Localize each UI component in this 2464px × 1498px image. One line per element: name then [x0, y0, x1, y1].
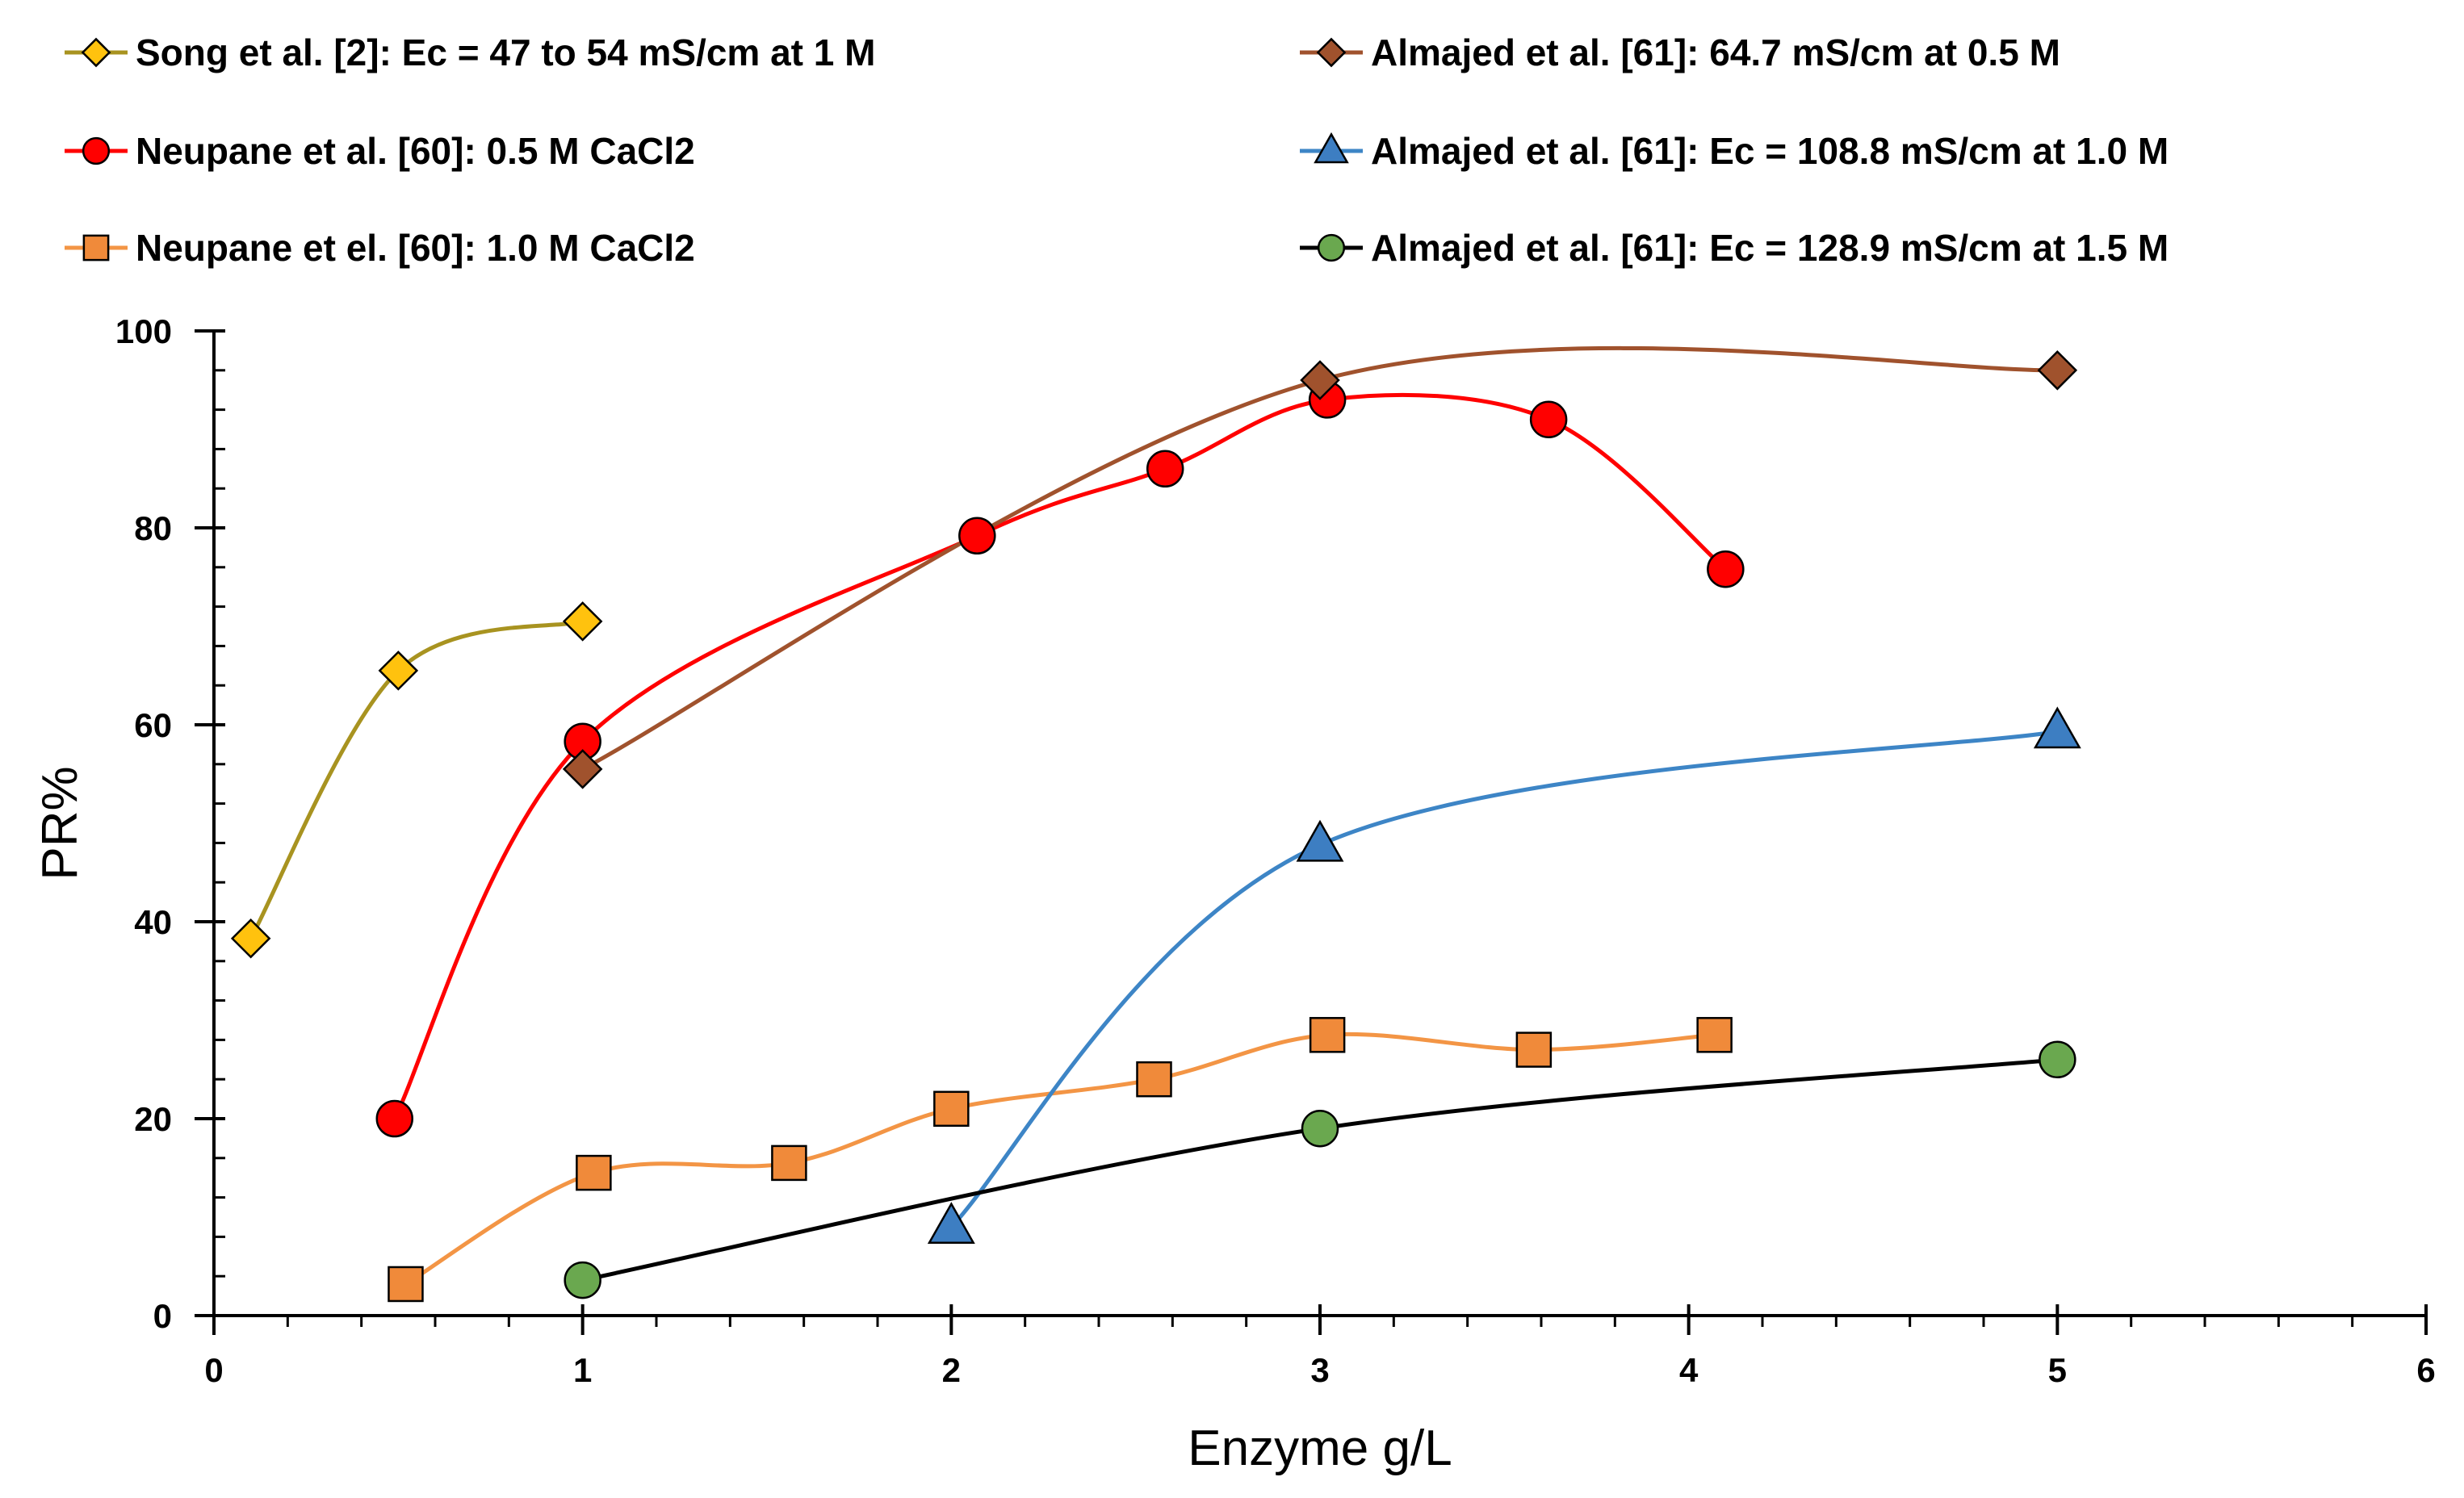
legend-item-3: Neupane et el. [60]: 1.0 M CaCl2 [65, 227, 695, 269]
legend-label: Almajed et al. [61]: 64.7 mS/cm at 0.5 M [1371, 31, 2060, 73]
x-tick-label: 0 [204, 1351, 223, 1389]
legend-marker [81, 37, 111, 68]
data-point-s3-p4 [933, 1090, 970, 1128]
y-tick-label: 40 [134, 903, 172, 941]
legend-label: Almajed et al. [61]: Ec = 108.8 mS/cm at… [1371, 130, 2169, 172]
y-axis-title: PR% [32, 766, 88, 880]
data-point-s3-p1 [388, 1266, 424, 1303]
legend-label: Neupane et al. [60]: 0.5 M CaCl2 [136, 130, 695, 172]
legend-marker [82, 136, 111, 165]
series-line-2 [392, 392, 1727, 1120]
data-point-s3-p2 [576, 1154, 612, 1191]
data-point-s5-p2 [1296, 819, 1344, 862]
x-tick-label: 3 [1310, 1351, 1329, 1389]
legend-item-5: Almajed et al. [61]: Ec = 108.8 mS/cm at… [1300, 130, 2169, 172]
data-point-s3-p8 [1696, 1017, 1733, 1053]
data-point-s4-p1 [562, 749, 603, 789]
data-point-s2-p6 [1529, 400, 1568, 439]
y-tick-label: 100 [115, 312, 172, 350]
series-line-5 [949, 730, 2058, 1228]
data-point-s6-p1 [564, 1261, 601, 1299]
data-point-s2-p1 [375, 1099, 414, 1138]
y-tick-label: 20 [134, 1100, 172, 1138]
legend-marker [82, 234, 110, 262]
legend-item-1: Song et al. [2]: Ec = 47 to 54 mS/cm at … [65, 31, 875, 73]
data-point-s3-p6 [1309, 1017, 1346, 1053]
data-point-s1-p1 [230, 918, 271, 959]
y-tick-label: 60 [134, 706, 172, 744]
legend: Song et al. [2]: Ec = 47 to 54 mS/cm at … [65, 31, 2169, 269]
data-point-s1-p2 [378, 651, 419, 691]
series-markers [230, 350, 2081, 1303]
legend-marker [1317, 233, 1346, 262]
data-point-s4-p2 [1300, 360, 1340, 400]
legend-item-4: Almajed et al. [61]: 64.7 mS/cm at 0.5 M [1300, 31, 2060, 73]
legend-item-2: Neupane et al. [60]: 0.5 M CaCl2 [65, 130, 695, 172]
y-tick-label: 80 [134, 509, 172, 547]
data-point-s3-p3 [771, 1144, 807, 1182]
data-point-s3-p7 [1515, 1031, 1553, 1068]
data-point-s4-p3 [2037, 350, 2078, 391]
data-point-s6-p3 [2039, 1040, 2076, 1079]
legend-label: Almajed et al. [61]: Ec = 128.9 mS/cm at… [1371, 227, 2169, 269]
data-point-s5-p3 [2033, 706, 2081, 749]
x-tick-label: 6 [2416, 1351, 2435, 1389]
data-point-s1-p3 [562, 601, 603, 642]
legend-marker [1314, 132, 1349, 164]
x-axis-title: Enzyme g/L [1188, 1421, 1452, 1476]
legend-label: Song et al. [2]: Ec = 47 to 54 mS/cm at … [136, 31, 875, 73]
legend-label: Neupane et el. [60]: 1.0 M CaCl2 [136, 227, 695, 269]
x-tick-label: 1 [573, 1351, 592, 1389]
data-point-s3-p5 [1136, 1061, 1172, 1098]
series-line-1 [249, 619, 584, 939]
data-point-s6-p2 [1301, 1109, 1339, 1148]
legend-marker [1316, 37, 1347, 68]
data-point-s2-p3 [958, 517, 996, 555]
x-tick-label: 2 [942, 1351, 961, 1389]
y-tick-label: 0 [153, 1297, 172, 1335]
x-tick-label: 5 [2048, 1351, 2067, 1389]
data-point-s2-p4 [1146, 450, 1184, 488]
legend-item-6: Almajed et al. [61]: Ec = 128.9 mS/cm at… [1300, 227, 2169, 269]
x-tick-label: 4 [1679, 1351, 1699, 1389]
data-point-s2-p7 [1707, 550, 1745, 588]
series-lines [249, 345, 2058, 1287]
data-point-s5-p1 [927, 1202, 975, 1244]
